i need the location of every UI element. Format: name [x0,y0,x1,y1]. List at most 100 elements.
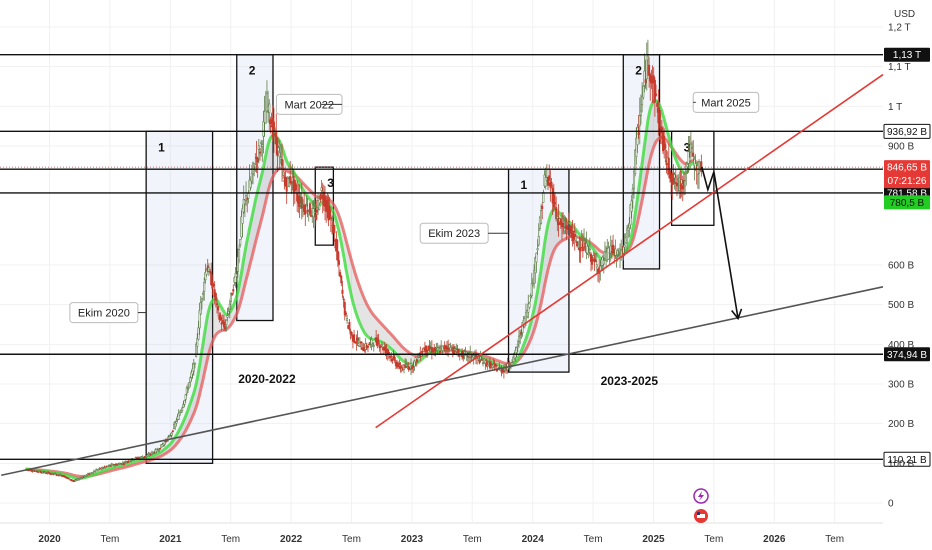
candle-body [225,319,228,326]
candle-body [269,119,272,125]
candle-body [668,170,671,179]
candle-body [615,255,618,258]
candle-body [313,211,316,214]
candle-body [512,356,515,363]
callout-text: Mart 2025 [701,97,751,109]
candle-body [344,312,347,315]
flag-icon-canton[interactable] [697,512,700,515]
candle-body [643,70,646,86]
candle-body [609,245,612,254]
candle-body [629,204,632,226]
candle-body [663,136,666,150]
candle-body [294,184,297,191]
annotations: Ekim 2020 Mart 2022 Ekim 2023 Mart 2025 2020… [69,91,760,388]
candle-body [289,176,292,184]
candle-body [588,248,591,251]
candle-body [210,271,213,286]
moving-average-bands [25,98,702,481]
event-icons[interactable] [693,488,709,523]
time-tick-label: 2025 [642,534,665,545]
candle-body [153,452,156,454]
price-tick-label: 200 B [888,419,914,430]
candle-body [265,93,268,112]
candle-body [638,115,641,127]
time-tick-label: Tem [100,534,119,545]
candle-body [236,256,239,272]
candle-body [632,171,635,190]
candle-body [290,181,293,184]
candle-body [536,248,539,251]
level-price-tag [884,347,930,362]
candle-body [353,334,356,343]
fast-ma-line [25,98,702,481]
candle-body [448,344,451,349]
period-label: 2020-2022 [238,372,296,386]
candle-body [574,236,577,241]
candle-body [264,110,267,124]
candle-body [130,459,133,462]
countdown-label: 07:21:26 [888,176,927,187]
candle-body [169,435,172,437]
candle-body [595,264,598,268]
candle-body [457,354,460,357]
flash-icon-glyph[interactable] [698,491,704,501]
flag-icon-stripe[interactable] [697,514,705,518]
last-price-label: 846,65 B [887,163,927,174]
candle-body [245,195,248,201]
price-tick-label: 0 [888,499,894,510]
pattern-box-label: 3 [684,140,691,154]
candle-body [358,342,361,347]
candle-body [361,347,364,350]
candle-body [300,196,303,209]
candle-body [535,252,538,263]
candle-body [229,292,232,302]
candle-body [384,346,387,354]
candle-body [250,172,253,182]
candle-body [693,158,696,166]
candle-body [622,246,625,254]
candle-body [520,332,523,335]
candle-body [655,93,658,96]
candle-body [255,157,258,159]
candle-body [430,347,433,353]
level-price-label: 781,58 B [887,188,927,199]
candle-body [472,355,475,359]
candle-body [591,256,594,265]
candle-body [286,176,289,179]
candle-body [285,185,288,192]
candle-body [238,249,241,261]
candle-body [214,293,217,301]
price-tick-label: 300 B [888,379,914,390]
candle-body [157,449,160,452]
candle-body [350,332,353,336]
candle-body [174,422,177,428]
candle-body [586,246,589,254]
candle-body [390,355,393,358]
price-tick-label: 100 B [888,459,914,470]
candle-body [217,306,220,311]
candle-body [399,365,402,370]
candle-body [579,247,582,252]
candle-body [594,260,597,263]
candle-body [199,302,202,315]
candle-body [413,360,416,367]
candle-body [533,270,536,284]
rising-trendline [375,73,884,429]
candle-body [565,225,568,230]
candle-body [305,204,308,207]
candle-body [657,107,660,124]
last-price-tag [884,160,930,189]
candle-body [279,156,282,160]
candle-body [227,311,230,315]
candle-body [490,363,493,365]
projection-path [701,166,743,321]
candle-body [540,210,543,224]
candle-body [530,283,533,296]
candle-body [567,220,570,223]
candle-body [272,121,275,137]
candle-body [477,357,480,359]
candle-body [462,351,465,359]
pattern-box-label: 3 [327,176,334,190]
candle-body [30,469,33,472]
